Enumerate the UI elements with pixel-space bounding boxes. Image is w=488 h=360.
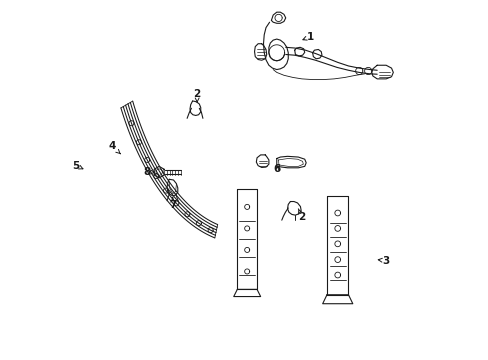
Text: 2: 2 bbox=[193, 89, 201, 102]
Text: 2: 2 bbox=[298, 209, 305, 221]
Text: 4: 4 bbox=[108, 141, 120, 154]
Text: 7: 7 bbox=[169, 197, 176, 210]
Text: 3: 3 bbox=[378, 256, 389, 266]
Text: 8: 8 bbox=[143, 167, 154, 177]
Text: 6: 6 bbox=[273, 164, 280, 174]
Text: 5: 5 bbox=[72, 161, 83, 171]
Text: 1: 1 bbox=[302, 32, 314, 41]
